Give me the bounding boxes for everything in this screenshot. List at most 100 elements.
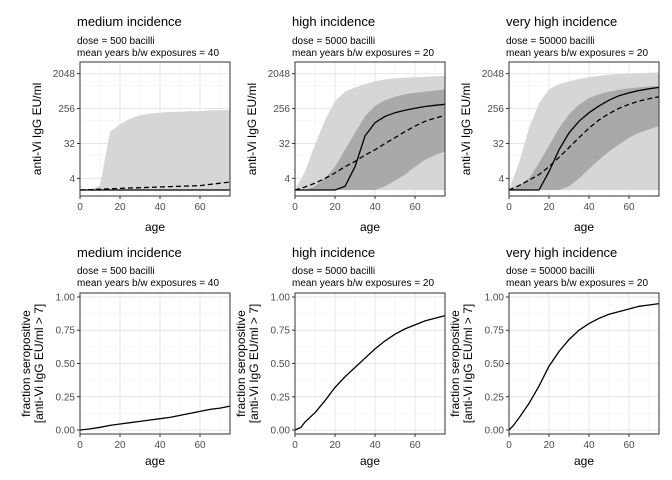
x-tick-label: 60 xyxy=(409,202,421,213)
x-tick-label: 0 xyxy=(292,202,298,213)
panel-title: high incidence xyxy=(292,14,375,29)
y-tick-label: 0.25 xyxy=(56,392,76,403)
solid-series-line xyxy=(295,103,446,191)
plot-border xyxy=(508,61,660,197)
panel-subtitle-line: mean years b/w exposures = 20 xyxy=(292,278,434,289)
y-tick-label: 1.00 xyxy=(271,292,291,303)
y-axis-label-line: [anti-Vi IgG EU/ml > 7] xyxy=(461,304,475,424)
y-tick-label: 1.00 xyxy=(485,292,505,303)
x-tick-label: 40 xyxy=(369,440,381,451)
panel-subtitle-line: mean years b/w exposures = 40 xyxy=(77,278,219,289)
x-tick-label: 60 xyxy=(194,202,206,213)
seropositive-fraction-line xyxy=(508,302,660,431)
y-tick-label: 0.50 xyxy=(271,359,291,370)
x-tick-label: 20 xyxy=(329,202,341,213)
x-axis-label: age xyxy=(145,220,165,234)
panel-title: very high incidence xyxy=(506,14,617,29)
panel-subtitle-line: dose = 5000 bacilli xyxy=(292,266,375,277)
x-tick-label: 40 xyxy=(583,440,595,451)
x-axis-label: age xyxy=(574,220,594,234)
dashed-series-line xyxy=(508,96,660,191)
panel-title: high incidence xyxy=(292,245,375,260)
panel-3: very high incidence dose = 50000 bacillim… xyxy=(459,14,660,234)
panel-title: medium incidence xyxy=(77,14,182,29)
y-tick-label: 0.50 xyxy=(56,359,76,370)
panel-subtitle-line: dose = 50000 bacilli xyxy=(506,266,595,277)
y-axis-label-line: fraction seropositive xyxy=(19,310,33,417)
solid-series-line xyxy=(509,86,660,191)
seropositive-fraction-line xyxy=(294,314,446,431)
y-tick-label: 0.00 xyxy=(271,426,291,437)
x-tick-label: 40 xyxy=(154,440,166,451)
plot-border xyxy=(79,61,231,197)
panel-subtitle-line: dose = 500 bacilli xyxy=(77,266,155,277)
panel-6: very high incidence dose = 50000 bacillim… xyxy=(448,245,660,468)
x-tick-label: 0 xyxy=(77,202,83,213)
y-tick-label: 256 xyxy=(487,104,504,115)
x-axis-label: age xyxy=(360,454,380,468)
inner-interval-band xyxy=(509,85,659,190)
y-axis-label-line: fraction seropositive xyxy=(448,310,462,417)
panel-title: medium incidence xyxy=(77,245,182,260)
dashed-series-line xyxy=(79,181,231,191)
y-tick-label: 0.75 xyxy=(271,326,291,337)
x-axis-label: age xyxy=(574,454,594,468)
y-tick-label: 256 xyxy=(58,104,75,115)
x-tick-label: 0 xyxy=(77,440,83,451)
y-tick-label: 0.25 xyxy=(485,392,505,403)
y-tick-label: 0.00 xyxy=(485,426,505,437)
grid xyxy=(79,293,230,434)
y-tick-label: 32 xyxy=(493,139,505,150)
panel-subtitle-line: dose = 5000 bacilli xyxy=(292,36,375,47)
y-axis-label: anti-Vi IgG EU/ml xyxy=(30,83,44,175)
outer-interval-band xyxy=(80,110,230,190)
y-tick-label: 2048 xyxy=(268,69,291,80)
panel-subtitle-line: mean years b/w exposures = 20 xyxy=(506,278,648,289)
y-tick-label: 0.75 xyxy=(485,326,505,337)
y-tick-label: 4 xyxy=(69,174,75,185)
y-tick-label: 0.25 xyxy=(271,392,291,403)
y-tick-label: 4 xyxy=(498,174,504,185)
grid xyxy=(294,293,445,434)
y-tick-label: 2048 xyxy=(53,69,76,80)
y-axis-label-line: [anti-Vi IgG EU/ml > 7] xyxy=(247,304,261,424)
x-tick-label: 20 xyxy=(114,202,126,213)
y-axis-label-line: fraction seropositive xyxy=(234,310,248,417)
x-tick-label: 60 xyxy=(623,202,635,213)
x-tick-label: 20 xyxy=(543,440,555,451)
y-tick-label: 32 xyxy=(64,139,76,150)
x-tick-label: 0 xyxy=(506,440,512,451)
plot-border xyxy=(294,61,446,197)
x-tick-label: 60 xyxy=(409,440,421,451)
y-tick-label: 256 xyxy=(273,104,290,115)
panel-subtitle-line: mean years b/w exposures = 20 xyxy=(292,48,434,59)
y-tick-label: 0.00 xyxy=(56,426,76,437)
panel-subtitle-line: dose = 50000 bacilli xyxy=(506,36,595,47)
y-axis-label-line: [anti-Vi IgG EU/ml > 7] xyxy=(32,304,46,424)
y-tick-label: 0.75 xyxy=(56,326,76,337)
panel-subtitle-line: mean years b/w exposures = 40 xyxy=(77,48,219,59)
y-axis-label: anti-Vi IgG EU/ml xyxy=(245,83,259,175)
x-tick-label: 0 xyxy=(292,440,298,451)
y-tick-label: 2048 xyxy=(482,69,505,80)
x-tick-label: 0 xyxy=(506,202,512,213)
x-tick-label: 20 xyxy=(329,440,341,451)
y-axis-label: anti-Vi IgG EU/ml xyxy=(459,83,473,175)
panel-subtitle-line: mean years b/w exposures = 20 xyxy=(506,48,648,59)
x-tick-label: 60 xyxy=(623,440,635,451)
panel-subtitle-line: dose = 500 bacilli xyxy=(77,36,155,47)
x-tick-label: 20 xyxy=(114,440,126,451)
y-tick-label: 0.50 xyxy=(485,359,505,370)
x-tick-label: 40 xyxy=(583,202,595,213)
panel-title: very high incidence xyxy=(506,245,617,260)
y-tick-label: 1.00 xyxy=(56,292,76,303)
inner-interval-band xyxy=(295,89,445,190)
x-tick-label: 40 xyxy=(154,202,166,213)
x-tick-label: 20 xyxy=(543,202,555,213)
y-tick-label: 32 xyxy=(279,139,291,150)
